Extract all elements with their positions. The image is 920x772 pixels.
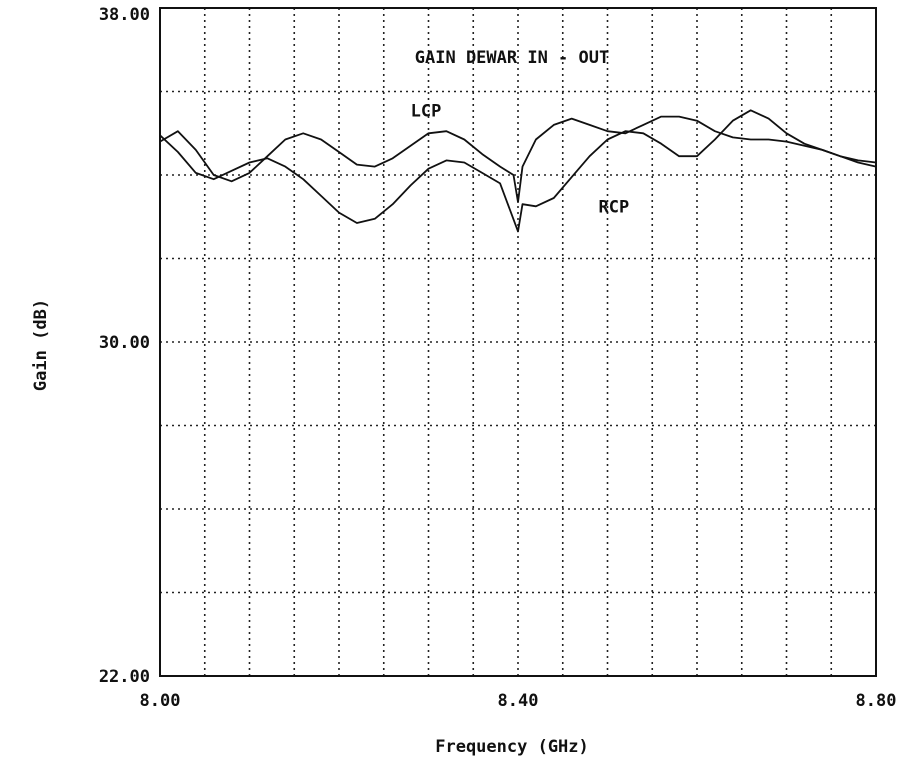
x-tick-label-2: 8.80 bbox=[856, 691, 897, 711]
series-label-lcp: LCP bbox=[411, 102, 442, 122]
chart-title: GAIN DEWAR IN - OUT bbox=[415, 48, 609, 68]
y-tick-label-2: 38.00 bbox=[99, 5, 150, 25]
plot-frame bbox=[159, 7, 877, 677]
y-tick-label-1: 30.00 bbox=[99, 333, 150, 353]
series-layer: LCP RCP bbox=[159, 102, 877, 233]
series-label-rcp: RCP bbox=[599, 198, 630, 218]
y-tick-label-0: 22.00 bbox=[99, 667, 150, 687]
series-line-lcp bbox=[159, 115, 877, 203]
grid-layer bbox=[160, 8, 876, 676]
y-axis-label: Gain (dB) bbox=[31, 299, 51, 391]
series-line-rcp bbox=[159, 109, 877, 233]
tick-layer: 8.00 8.40 8.80 22.00 30.00 38.00 bbox=[99, 5, 897, 711]
x-axis-label: Frequency (GHz) bbox=[435, 737, 589, 757]
x-tick-label-0: 8.00 bbox=[140, 691, 181, 711]
x-tick-label-1: 8.40 bbox=[498, 691, 539, 711]
